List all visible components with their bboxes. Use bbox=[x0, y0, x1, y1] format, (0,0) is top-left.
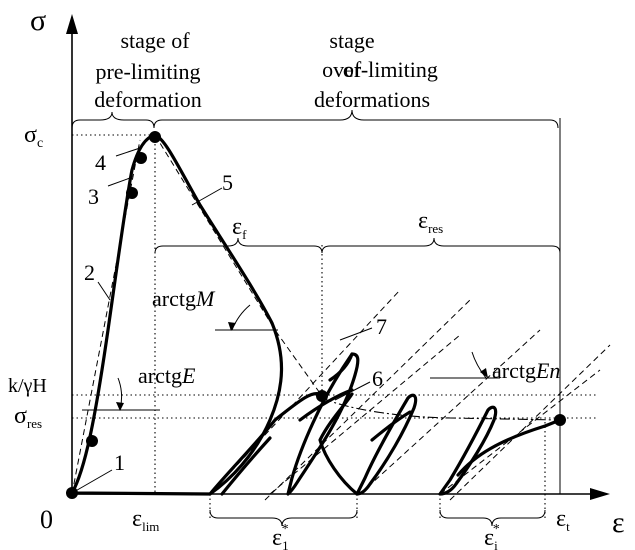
stage-pre-line-2: pre-limiting bbox=[95, 59, 200, 84]
span-braces bbox=[154, 237, 561, 527]
hysteresis-loops bbox=[208, 352, 562, 496]
stage-over-line-3b: over-limiting bbox=[322, 57, 438, 82]
num-1: 1 bbox=[114, 450, 125, 475]
point-1 bbox=[86, 435, 98, 447]
stage-pre-line-3: deformation bbox=[94, 87, 202, 112]
x-axis-arrow-icon bbox=[590, 488, 610, 500]
eps-1-label: ε1* bbox=[272, 522, 289, 550]
sigma-c-label: σc bbox=[24, 122, 43, 151]
loading-curve bbox=[70, 133, 284, 496]
stage-pre-line-1: stage of bbox=[120, 28, 190, 53]
point-numbers: 1 2 3 4 5 6 7 bbox=[71, 147, 387, 494]
eps-i-label: εi* bbox=[484, 522, 500, 550]
stage-braces bbox=[71, 109, 559, 129]
num-4: 4 bbox=[95, 150, 106, 175]
arctg-en-arrow-icon bbox=[480, 368, 488, 378]
stage-over-line-1: stage bbox=[329, 28, 374, 53]
sigma-res-label: σres bbox=[14, 403, 42, 431]
eps-lim-label: εlim bbox=[132, 506, 159, 534]
num-3: 3 bbox=[88, 184, 99, 209]
arctg-m-label: arctgM bbox=[152, 286, 216, 311]
arctg-e-arrow-icon bbox=[116, 402, 124, 411]
x-tick-labels: εlim ε1* εi* εt bbox=[132, 506, 570, 550]
y-tick-labels: σc k/γH σres bbox=[8, 122, 47, 431]
loop-1 bbox=[286, 352, 360, 496]
loop-connector-2 bbox=[318, 392, 359, 496]
y-axis-arrow-icon bbox=[66, 14, 78, 34]
main-curve bbox=[70, 133, 284, 496]
span-labels: εf εres bbox=[232, 208, 443, 242]
num-2: 2 bbox=[84, 260, 95, 285]
eps-f-label: εf bbox=[232, 214, 247, 242]
num-5: 5 bbox=[222, 170, 233, 195]
slope-labels: arctgE arctgM arctgEn bbox=[138, 286, 560, 388]
stage-labels: stage of pre-limiting deformation stage … bbox=[94, 28, 438, 112]
loop-2 bbox=[220, 352, 354, 496]
point-end bbox=[554, 414, 566, 426]
stage-over-line-4: deformations bbox=[314, 87, 430, 112]
x-axis-label: ε bbox=[612, 506, 625, 539]
loop-7 bbox=[456, 418, 562, 477]
point-peak bbox=[149, 131, 161, 143]
guide-lines bbox=[72, 118, 598, 520]
loop-4 bbox=[298, 388, 354, 422]
stage-over-line-2: of bbox=[343, 57, 362, 82]
loop-connector-1 bbox=[208, 391, 324, 496]
num-7: 7 bbox=[376, 314, 387, 339]
arctg-en-label: arctgEn bbox=[492, 358, 560, 383]
point-4 bbox=[135, 152, 147, 164]
k-gamma-h-label: k/γH bbox=[8, 375, 47, 397]
y-axis-label: σ bbox=[30, 4, 46, 37]
eps-res-label: εres bbox=[418, 208, 443, 236]
num-6: 6 bbox=[372, 366, 383, 391]
eps-t-label: εt bbox=[556, 506, 570, 534]
loop-6 bbox=[370, 410, 412, 442]
dashed-lines bbox=[71, 134, 611, 501]
origin-label: 0 bbox=[40, 505, 53, 534]
loop-3 bbox=[355, 393, 418, 496]
key-points bbox=[66, 131, 566, 499]
arctg-m-arrow-icon bbox=[228, 322, 236, 331]
point-6 bbox=[316, 390, 328, 402]
loop-5 bbox=[438, 405, 498, 496]
arctg-e-label: arctgE bbox=[138, 363, 196, 388]
point-3 bbox=[126, 187, 138, 199]
